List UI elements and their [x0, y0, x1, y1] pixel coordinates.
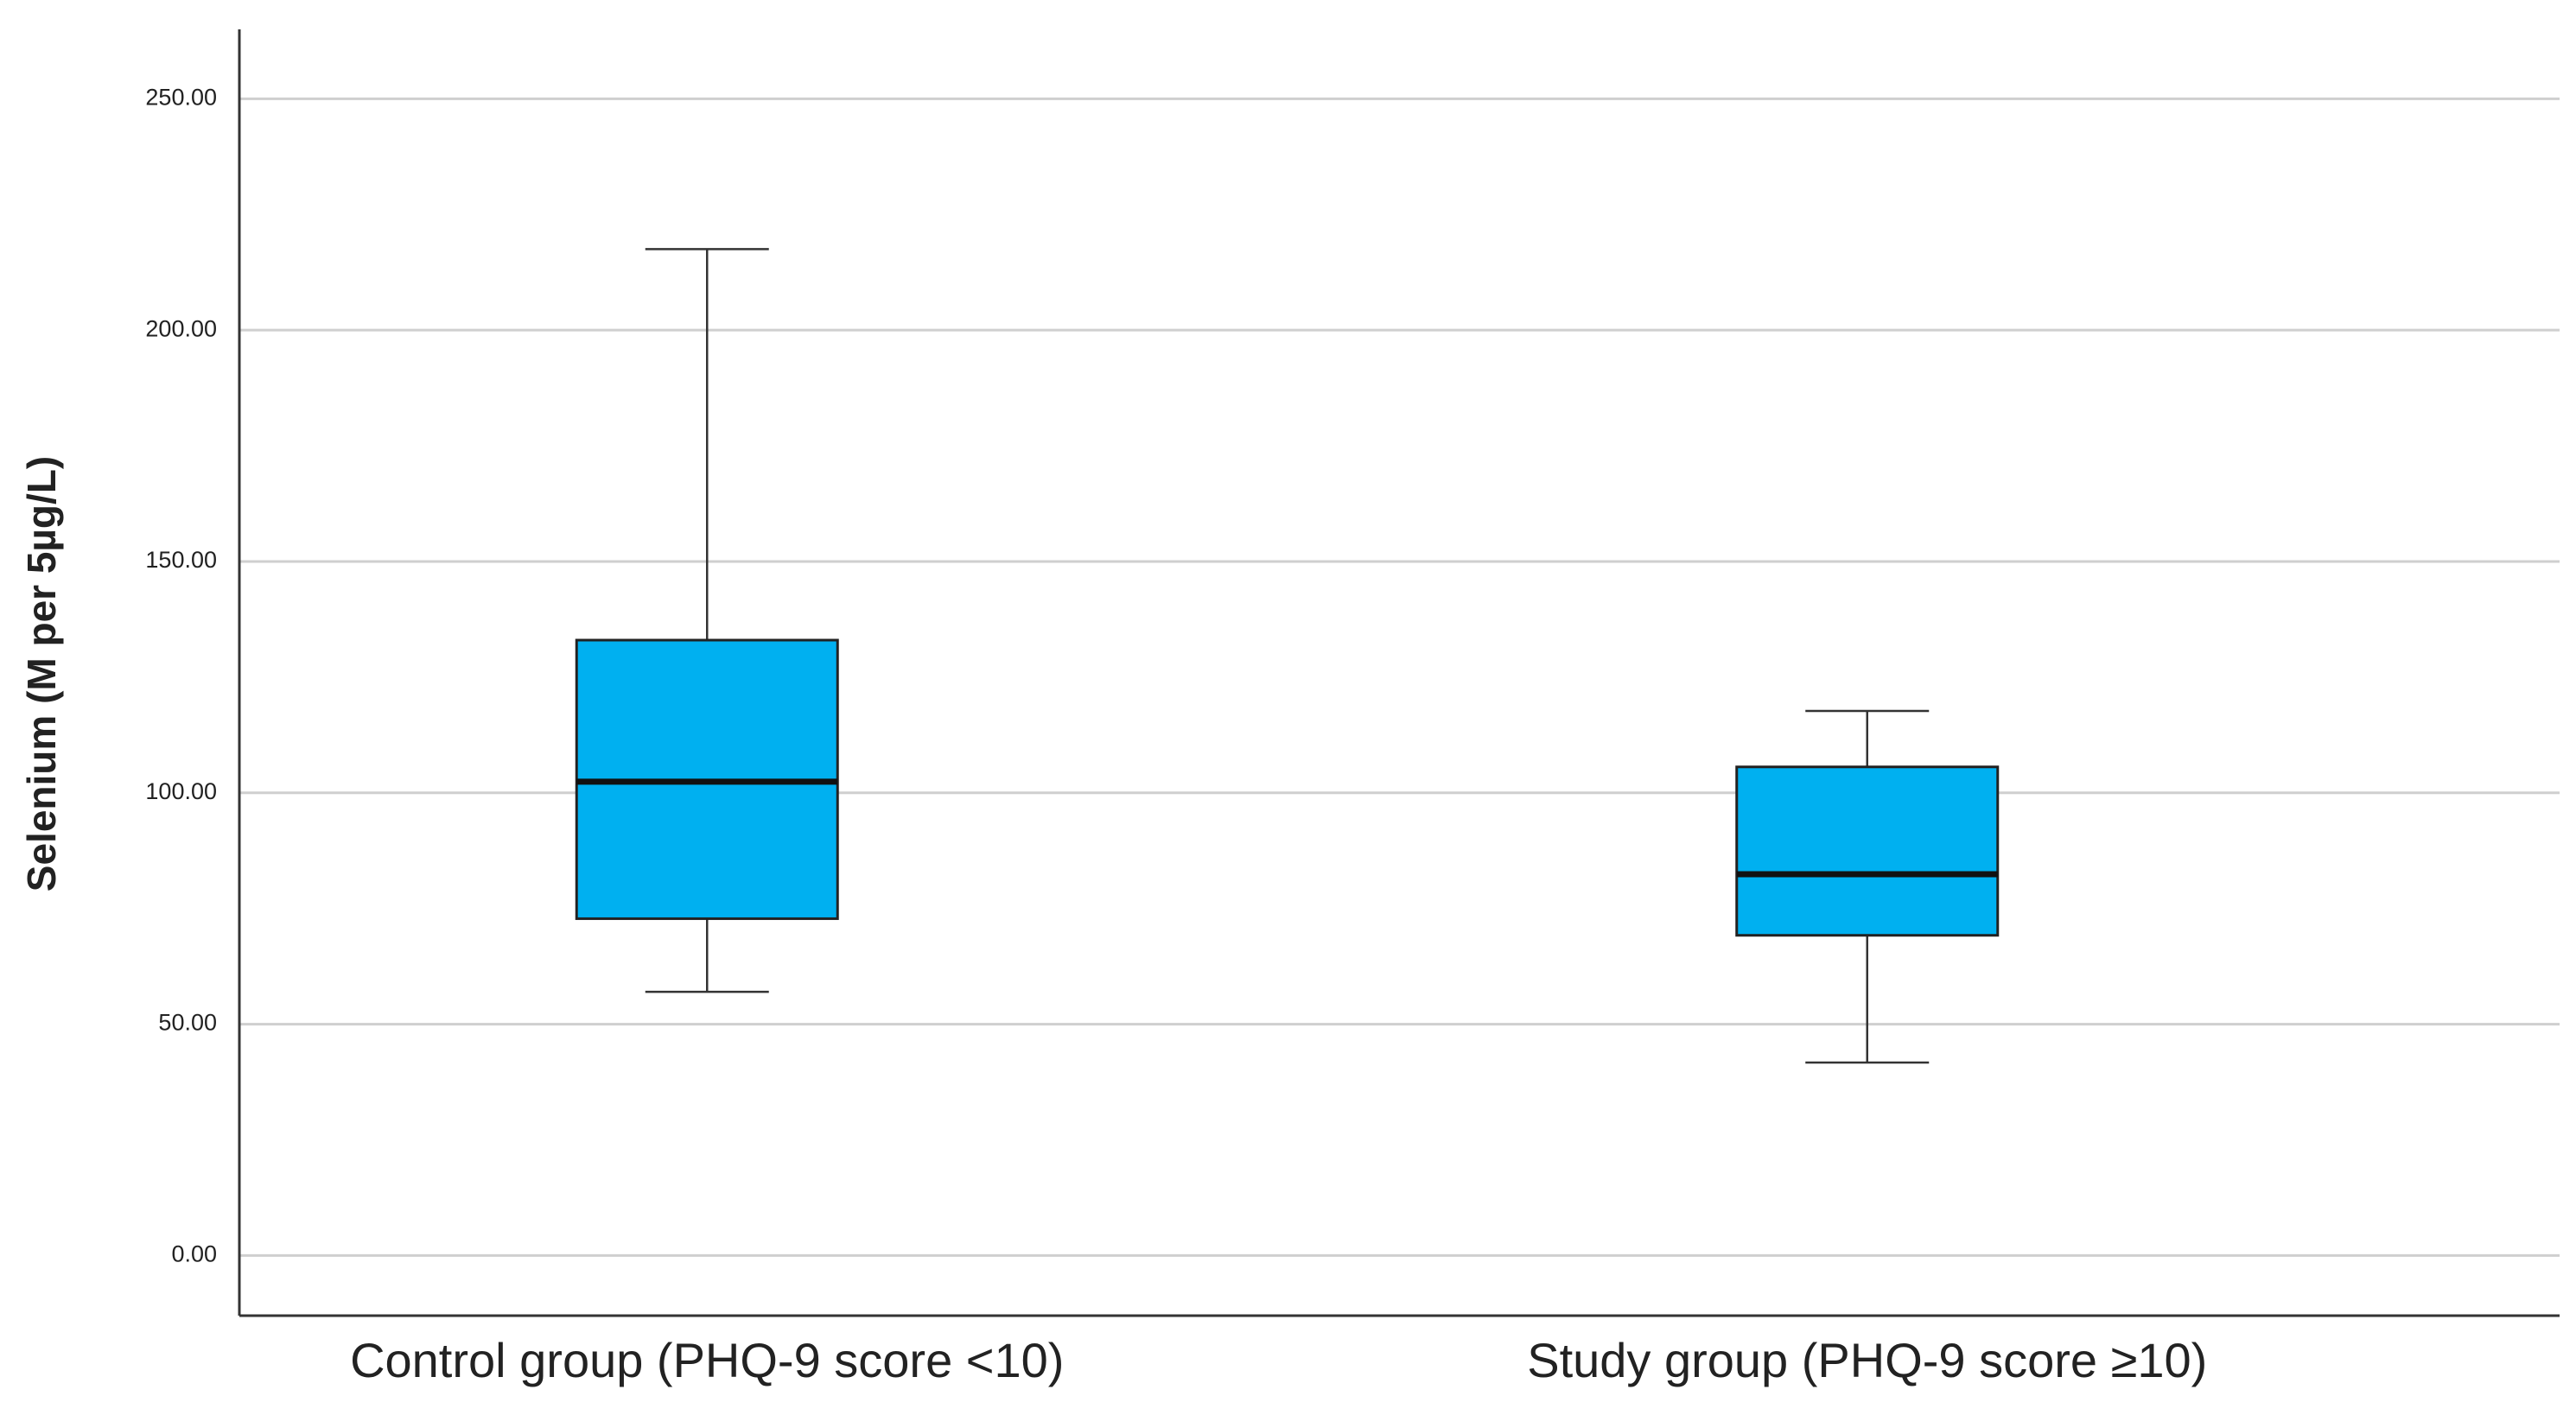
box [1735, 765, 2000, 937]
y-tick-label: 200.00 [145, 315, 217, 341]
y-tick-label: 150.00 [145, 547, 217, 573]
x-tick-label: Control group (PHQ-9 score <10) [350, 1333, 1064, 1387]
y-tick-label: 250.00 [145, 84, 217, 110]
y-tick-label: 100.00 [145, 778, 217, 804]
y-tick-label: 50.00 [158, 1010, 217, 1036]
x-tick-label: Study group (PHQ-9 score ≥10) [1527, 1333, 2207, 1387]
y-axis-title: Selenium (M per 5µg/L) [19, 456, 64, 892]
y-tick-label: 0.00 [171, 1241, 217, 1266]
